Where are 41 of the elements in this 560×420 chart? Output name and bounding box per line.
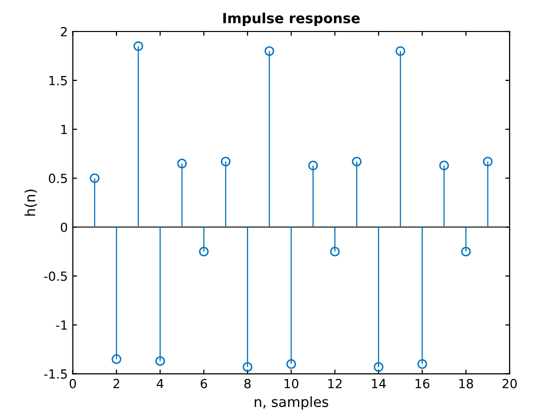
y-tick-label: -1.5 xyxy=(44,369,67,379)
point xyxy=(90,173,100,184)
x-tick-label: 16 xyxy=(416,378,430,388)
point xyxy=(352,156,362,166)
point xyxy=(482,156,493,166)
x-tick-label: 10 xyxy=(284,378,298,388)
point xyxy=(461,246,471,256)
point xyxy=(286,359,296,369)
x-tick-label: 2 xyxy=(113,378,120,388)
point xyxy=(242,362,252,372)
point xyxy=(220,156,231,166)
x-tick-label: 8 xyxy=(244,378,251,388)
x-tick-label: 4 xyxy=(156,379,164,388)
x-axis-title: n, samples xyxy=(254,396,328,410)
point xyxy=(417,359,428,369)
y-tick-label: 0 xyxy=(60,222,68,232)
point xyxy=(133,41,144,52)
point xyxy=(374,362,384,372)
x-tick-label: 14 xyxy=(372,379,386,388)
x-tick-label: 12 xyxy=(328,378,342,388)
point xyxy=(396,46,406,56)
point xyxy=(308,160,318,170)
point xyxy=(439,160,449,170)
x-tick-label: 18 xyxy=(459,378,474,388)
chart-title: Impulse response xyxy=(223,12,360,26)
point xyxy=(264,46,274,56)
y-tick-label: 1 xyxy=(61,124,67,134)
y-tick-label: 2 xyxy=(60,26,67,36)
point xyxy=(155,356,166,366)
y-tick-label: 0.5 xyxy=(48,174,67,184)
y-tick-label: -0.5 xyxy=(44,271,67,281)
point xyxy=(198,246,209,256)
point xyxy=(112,354,122,364)
x-tick-label: 20 xyxy=(502,378,517,388)
y-tick-label: 1.5 xyxy=(49,76,67,86)
y-axis-title: h(n) xyxy=(24,190,37,216)
x-tick-label: 6 xyxy=(200,378,208,388)
x-tick-label: 0 xyxy=(70,378,76,388)
y-tick-label: -1 xyxy=(56,320,67,330)
point xyxy=(177,158,187,168)
point xyxy=(330,246,340,256)
